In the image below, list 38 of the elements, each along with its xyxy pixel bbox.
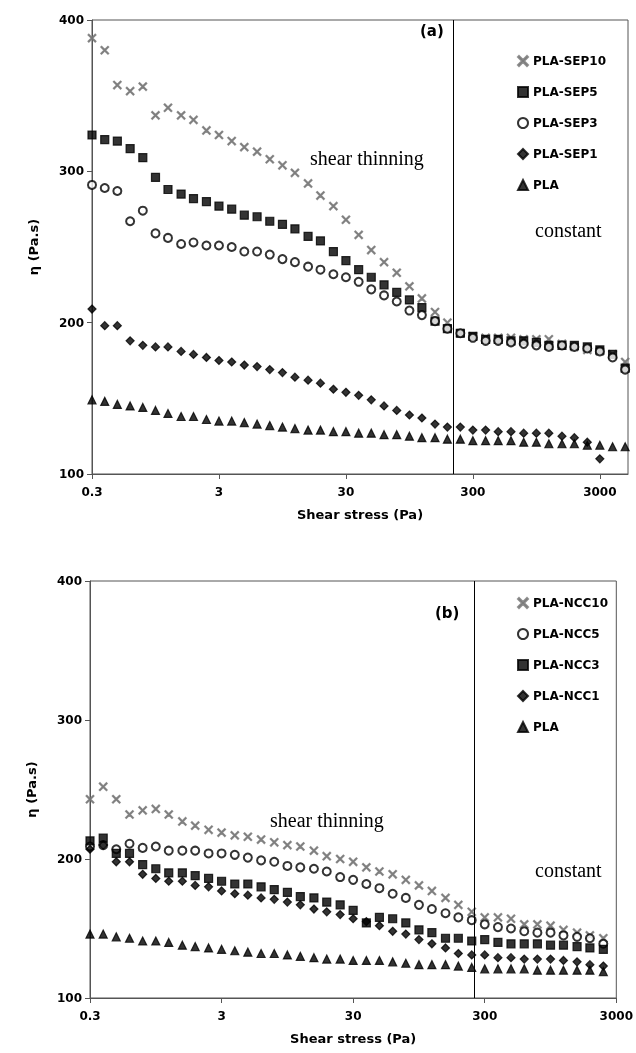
annotation: constant xyxy=(535,219,603,241)
annotation: shear thinning xyxy=(310,147,424,170)
x-tick-label: 3 xyxy=(214,485,224,499)
legend-label: PLA xyxy=(533,720,560,734)
x-tick-label: 3000 xyxy=(583,485,617,499)
x-tick-label: 0.3 xyxy=(81,485,103,499)
legend-label: PLA-SEP1 xyxy=(533,147,598,161)
legend-label: PLA-NCC5 xyxy=(533,627,600,641)
legend-label: PLA-SEP5 xyxy=(533,85,598,99)
legend-label: PLA-NCC3 xyxy=(533,658,600,672)
legend-label: PLA-NCC1 xyxy=(533,689,600,703)
x-tick-label: 30 xyxy=(337,485,355,499)
y-tick-label: 400 xyxy=(56,574,82,588)
y-tick-label: 400 xyxy=(58,13,84,27)
legend-label: PLA xyxy=(533,178,560,192)
chart-title: (a) xyxy=(420,21,444,40)
y-tick-label: 100 xyxy=(58,467,84,481)
annotation: shear thinning xyxy=(270,809,384,832)
x-tick-label: 300 xyxy=(472,1009,498,1023)
legend-label: PLA-SEP10 xyxy=(533,54,607,68)
x-tick-label: 300 xyxy=(460,485,486,499)
x-axis-title: Shear stress (Pa) xyxy=(296,507,424,522)
y-tick-label: 100 xyxy=(56,991,82,1005)
x-tick-label: 0.3 xyxy=(79,1009,101,1023)
x-tick-label: 3000 xyxy=(599,1009,633,1023)
y-tick-label: 200 xyxy=(58,315,84,330)
y-axis-title: η (Pa.s) xyxy=(26,218,41,276)
legend-label: PLA-NCC10 xyxy=(533,596,609,610)
annotation: constant xyxy=(535,859,603,881)
x-axis-title: Shear stress (Pa) xyxy=(290,1031,417,1046)
y-tick-label: 200 xyxy=(56,852,82,866)
y-tick-label: 300 xyxy=(58,164,84,179)
x-tick-label: 30 xyxy=(344,1009,362,1023)
legend-label: PLA-SEP3 xyxy=(533,116,598,130)
text: (b) xyxy=(435,603,460,622)
x-tick-label: 3 xyxy=(217,1009,226,1023)
y-tick-label: 300 xyxy=(56,713,82,727)
y-axis-title: η (Pa.s) xyxy=(24,761,39,818)
